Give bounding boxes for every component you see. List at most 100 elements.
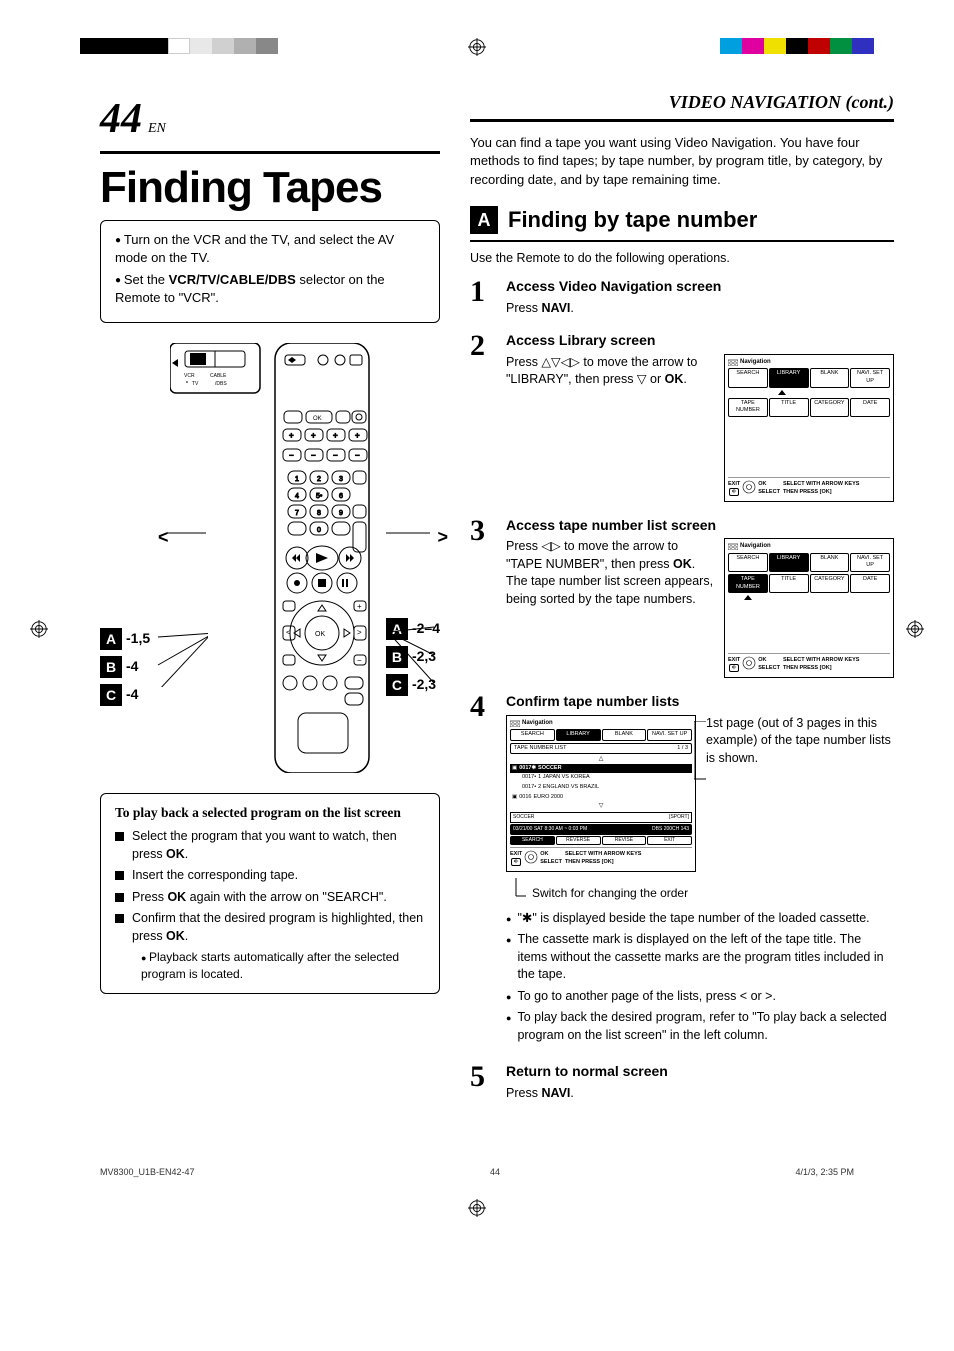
list-row: 0017•2 ENGLAND VS BRAZIL: [510, 783, 692, 793]
step-5: 5 Return to normal screen Press NAVI.: [470, 1062, 894, 1102]
footer-center: 44: [490, 1166, 500, 1179]
label-a-icon: A: [386, 618, 408, 640]
note-item: The cassette mark is displayed on the le…: [506, 931, 894, 984]
step-4-notes: "✱" is displayed beside the tape number …: [506, 910, 894, 1045]
svg-text:−: −: [355, 451, 360, 460]
step-2: 2 Access Library screen Press △▽◁▷ to mo…: [470, 331, 894, 501]
svg-text:6: 6: [339, 493, 343, 500]
footer-right: 4/1/3, 2:35 PM: [795, 1166, 854, 1179]
step-title: Confirm tape number lists: [506, 692, 894, 712]
playback-step: Insert the corresponding tape.: [115, 867, 425, 885]
label-b-icon: B: [100, 656, 122, 678]
right-arrow-marker: >: [437, 525, 448, 550]
label-c-icon: C: [100, 684, 122, 706]
svg-text:7: 7: [295, 510, 299, 517]
svg-text:−: −: [333, 451, 338, 460]
list-row: 0017•1 JAPAN VS KOREA: [510, 773, 692, 783]
svg-text:5•: 5•: [316, 493, 323, 500]
playback-sub-note: Playback starts automatically after the …: [141, 949, 425, 983]
step-title: Access Video Navigation screen: [506, 277, 894, 297]
svg-text:2: 2: [317, 476, 321, 483]
playback-step: Select the program that you want to watc…: [115, 828, 425, 863]
playback-instructions-box: To play back a selected program on the l…: [100, 793, 440, 994]
step-title: Return to normal screen: [506, 1062, 894, 1082]
svg-text:>: >: [357, 628, 362, 637]
svg-text:*: *: [186, 381, 188, 387]
remote-labels-right: A-2–4 B-2,3 C-2,3: [386, 618, 440, 702]
svg-text:4: 4: [295, 493, 299, 500]
remote-labels-left: A-1,5 B-4 C-4: [100, 628, 150, 712]
library-screen-mock: Navigation SEARCH LIBRARY BLANK NAVI. SE…: [724, 354, 894, 502]
color-bars-left: [80, 38, 278, 54]
svg-text:TV: TV: [192, 381, 199, 387]
svg-text:0: 0: [317, 527, 321, 534]
step-title: Access tape number list screen: [506, 516, 894, 536]
section-a-title: Finding by tape number: [508, 205, 757, 236]
section-letter-icon: A: [470, 206, 498, 234]
svg-text:+: +: [333, 431, 338, 440]
color-bars-right: [720, 38, 874, 54]
section-a-instruction: Use the Remote to do the following opera…: [470, 250, 894, 268]
tape-number-screen-mock: Navigation SEARCH LIBRARY BLANK NAVI. SE…: [724, 538, 894, 678]
label-b-icon: B: [386, 646, 408, 668]
step-text: Press NAVI.: [506, 1085, 894, 1103]
side-registration-right-icon: [906, 620, 924, 638]
svg-text:VCR: VCR: [184, 373, 195, 379]
footer-left: MV8300_U1B-EN42-47: [100, 1166, 195, 1179]
svg-text:+: +: [355, 431, 360, 440]
list-row: ▣0016EURO 2000: [510, 793, 692, 803]
remote-icon: VCR CABLE * TV /DBS OK: [170, 343, 370, 773]
svg-text:+: +: [357, 602, 362, 611]
svg-text:OK: OK: [315, 631, 325, 638]
list-row: ▣0017✱SOCCER: [510, 764, 692, 774]
step-title: Access Library screen: [506, 331, 894, 351]
label-a-icon: A: [100, 628, 122, 650]
svg-text:CABLE: CABLE: [210, 373, 227, 379]
registration-mark-icon: [468, 38, 486, 56]
section-header: VIDEO NAVIGATION (cont.): [470, 90, 894, 122]
remote-diagram: VCR CABLE * TV /DBS OK: [100, 343, 440, 773]
playback-box-title: To play back a selected program on the l…: [115, 804, 425, 823]
svg-text:/DBS: /DBS: [215, 381, 227, 387]
intro-text: You can find a tape you want using Video…: [470, 134, 894, 189]
step-text: Press ◁▷ to move the arrow to "TAPE NUMB…: [506, 538, 714, 608]
step-text: Press △▽◁▷ to move the arrow to "LIBRARY…: [506, 354, 714, 389]
step-1: 1 Access Video Navigation screen Press N…: [470, 277, 894, 317]
svg-text:−: −: [289, 451, 294, 460]
footer-marks: MV8300_U1B-EN42-47 44 4/1/3, 2:35 PM: [0, 1156, 954, 1199]
switch-annotation: Switch for changing the order: [532, 885, 688, 902]
step-4: 4 Confirm tape number lists Navigation S…: [470, 692, 894, 1048]
registration-mark-bottom-icon: [468, 1199, 486, 1217]
page-number: 44 EN: [100, 90, 166, 149]
setup-item: Turn on the VCR and the TV, and select t…: [115, 231, 425, 267]
label-c-icon: C: [386, 674, 408, 696]
svg-text:8: 8: [317, 510, 321, 517]
side-registration-left-icon: [30, 620, 48, 638]
note-item: "✱" is displayed beside the tape number …: [506, 910, 894, 928]
page-num-value: 44: [100, 90, 142, 149]
list-screen-mock: Navigation SEARCH LIBRARY BLANK NAVI. SE…: [506, 715, 696, 872]
registration-marks-top: [0, 0, 954, 70]
section-a-header: A Finding by tape number: [470, 205, 894, 242]
svg-text:−: −: [311, 451, 316, 460]
setup-item: Set the VCR/TV/CABLE/DBS selector on the…: [115, 271, 425, 307]
page-num-suffix: EN: [148, 119, 166, 139]
note-item: To play back the desired program, refer …: [506, 1009, 894, 1044]
setup-instructions-box: Turn on the VCR and the TV, and select t…: [100, 220, 440, 323]
playback-step: Confirm that the desired program is high…: [115, 910, 425, 945]
svg-text:+: +: [289, 431, 294, 440]
note-item: To go to another page of the lists, pres…: [506, 988, 894, 1006]
svg-text:1: 1: [295, 476, 299, 483]
svg-text:3: 3: [339, 476, 343, 483]
playback-step: Press OK again with the arrow on "SEARCH…: [115, 889, 425, 907]
left-arrow-marker: <: [158, 525, 169, 550]
svg-text:−: −: [357, 656, 362, 665]
main-title: Finding Tapes: [100, 166, 440, 210]
step-annotation: 1st page (out of 3 pages in this example…: [706, 715, 894, 768]
step-3: 3 Access tape number list screen Press ◁…: [470, 516, 894, 678]
svg-text:OK: OK: [313, 416, 322, 422]
svg-text:+: +: [311, 431, 316, 440]
step-text: Press NAVI.: [506, 300, 894, 318]
svg-text:9: 9: [339, 510, 343, 517]
svg-text:<: <: [286, 628, 291, 637]
